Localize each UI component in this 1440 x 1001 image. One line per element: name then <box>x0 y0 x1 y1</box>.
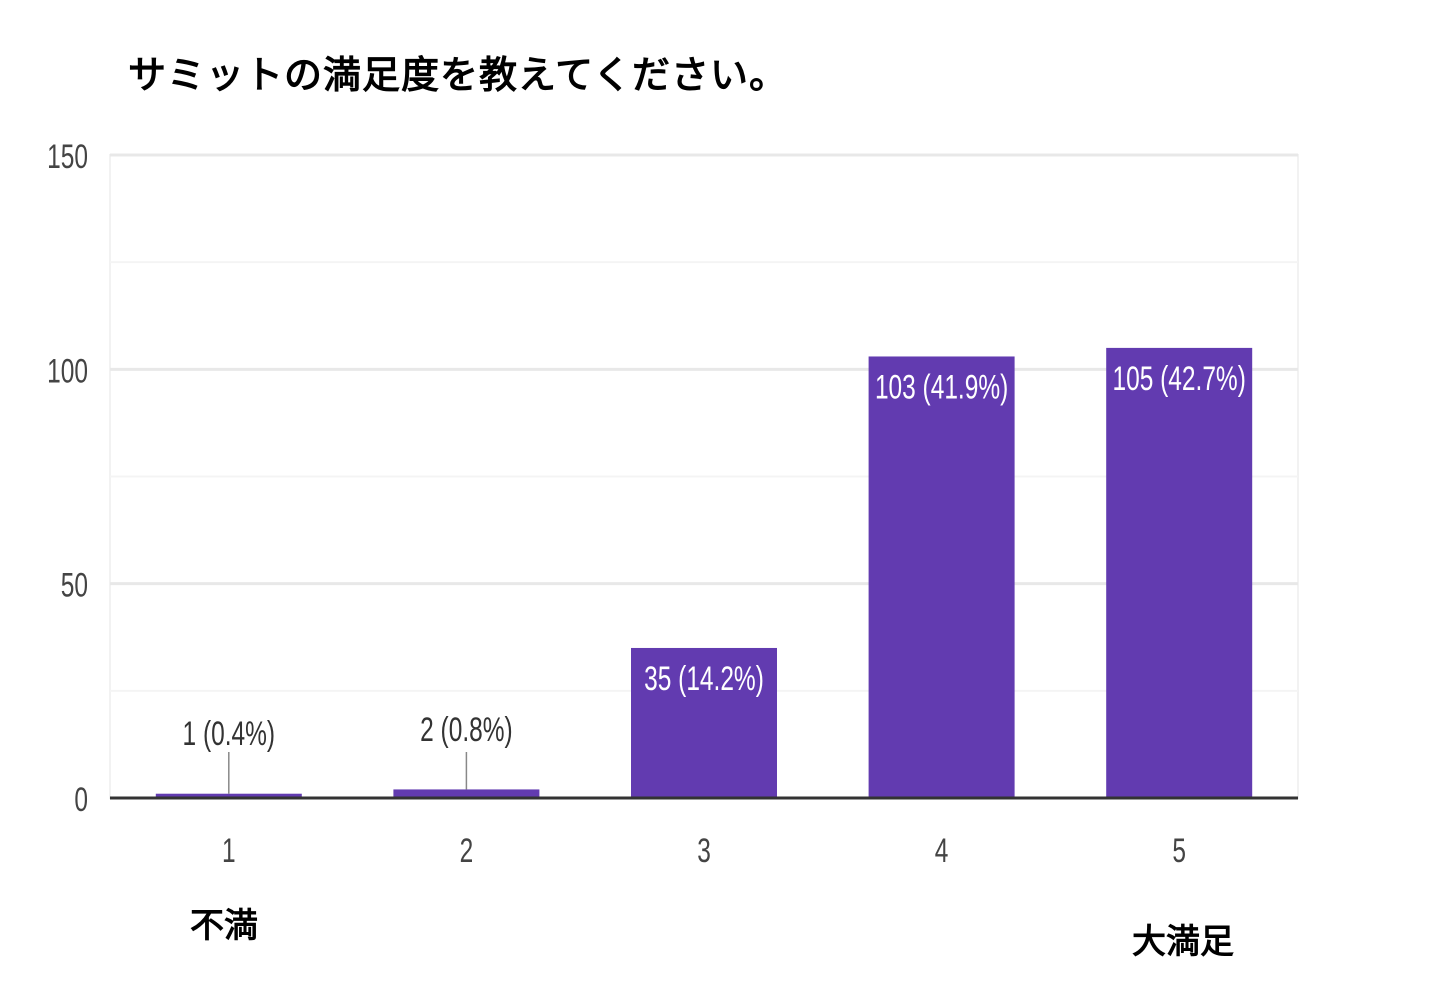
y-tick-label: 150 <box>47 138 88 176</box>
data-label: 2 (0.8%) <box>420 711 512 749</box>
x-tick-label: 3 <box>697 832 711 870</box>
bar <box>631 647 777 798</box>
bar <box>155 793 302 798</box>
x-tick-label: 5 <box>1172 832 1186 870</box>
data-label: 35 (14.2%) <box>644 660 764 698</box>
x-tick-label: 1 <box>222 832 236 870</box>
bar <box>393 789 540 798</box>
x-tick-label: 4 <box>935 832 949 870</box>
scale-low-label: 不満 <box>190 906 258 946</box>
data-label: 1 (0.4%) <box>183 715 275 753</box>
bar <box>868 356 1015 798</box>
y-tick-label: 50 <box>61 567 88 605</box>
y-tick-label: 0 <box>74 781 88 819</box>
y-tick-label: 100 <box>47 352 88 390</box>
x-tick-label: 2 <box>460 832 474 870</box>
data-label: 105 (42.7%) <box>1113 360 1246 398</box>
data-label: 103 (41.9%) <box>875 369 1008 407</box>
scale-high-label: 大満足 <box>1132 922 1234 962</box>
bar <box>1106 347 1253 798</box>
chart-title: サミットの満足度を教えてください。 <box>128 53 788 97</box>
